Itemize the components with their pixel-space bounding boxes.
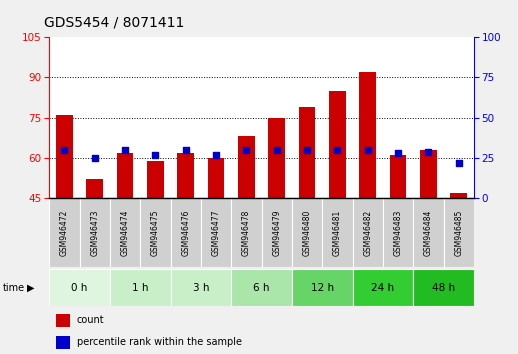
Text: GSM946483: GSM946483 bbox=[394, 210, 402, 256]
Bar bbox=[413, 269, 474, 306]
Text: GSM946479: GSM946479 bbox=[272, 210, 281, 256]
Point bbox=[212, 152, 220, 158]
Text: 0 h: 0 h bbox=[71, 282, 88, 293]
Bar bbox=[110, 269, 170, 306]
Text: 6 h: 6 h bbox=[253, 282, 270, 293]
Bar bbox=[353, 198, 383, 267]
Bar bbox=[299, 107, 315, 198]
Point bbox=[303, 147, 311, 153]
Bar bbox=[231, 269, 292, 306]
Point bbox=[182, 147, 190, 153]
Text: GSM946475: GSM946475 bbox=[151, 210, 160, 256]
Bar bbox=[292, 198, 322, 267]
Text: GSM946482: GSM946482 bbox=[363, 210, 372, 256]
Point bbox=[272, 147, 281, 153]
Bar bbox=[353, 269, 413, 306]
Bar bbox=[170, 269, 231, 306]
Point bbox=[424, 149, 433, 154]
Text: GSM946476: GSM946476 bbox=[181, 210, 190, 256]
Text: GSM946473: GSM946473 bbox=[90, 210, 99, 256]
Bar bbox=[80, 198, 110, 267]
Bar bbox=[413, 198, 443, 267]
Bar bbox=[390, 155, 407, 198]
Text: GSM946474: GSM946474 bbox=[121, 210, 130, 256]
Point bbox=[455, 160, 463, 166]
Text: GSM946481: GSM946481 bbox=[333, 210, 342, 256]
Bar bbox=[262, 198, 292, 267]
Bar bbox=[177, 153, 194, 198]
Point bbox=[333, 147, 341, 153]
Bar bbox=[231, 198, 262, 267]
Bar bbox=[359, 72, 376, 198]
Point bbox=[151, 152, 160, 158]
Bar bbox=[55, 336, 70, 349]
Text: GSM946485: GSM946485 bbox=[454, 210, 463, 256]
Bar bbox=[322, 198, 353, 267]
Bar bbox=[49, 269, 110, 306]
Text: 1 h: 1 h bbox=[132, 282, 149, 293]
Bar bbox=[208, 158, 224, 198]
Text: percentile rank within the sample: percentile rank within the sample bbox=[77, 337, 242, 348]
Bar bbox=[329, 91, 346, 198]
Text: 12 h: 12 h bbox=[311, 282, 334, 293]
Text: count: count bbox=[77, 315, 105, 325]
Bar bbox=[87, 179, 103, 198]
Bar bbox=[238, 137, 255, 198]
Bar bbox=[49, 198, 80, 267]
Point bbox=[364, 147, 372, 153]
Bar bbox=[56, 115, 73, 198]
Bar bbox=[383, 198, 413, 267]
Text: GSM946484: GSM946484 bbox=[424, 210, 433, 256]
Point bbox=[394, 150, 402, 156]
Text: GDS5454 / 8071411: GDS5454 / 8071411 bbox=[44, 16, 184, 30]
Bar bbox=[55, 314, 70, 326]
Point bbox=[91, 155, 99, 161]
Bar bbox=[443, 198, 474, 267]
Text: GSM946472: GSM946472 bbox=[60, 210, 69, 256]
Bar bbox=[147, 161, 164, 198]
Bar bbox=[140, 198, 170, 267]
Bar bbox=[268, 118, 285, 198]
Text: GSM946478: GSM946478 bbox=[242, 210, 251, 256]
Text: 48 h: 48 h bbox=[432, 282, 455, 293]
Text: 3 h: 3 h bbox=[193, 282, 209, 293]
Point bbox=[60, 147, 68, 153]
Point bbox=[242, 147, 251, 153]
Point bbox=[121, 147, 129, 153]
Text: GSM946477: GSM946477 bbox=[211, 210, 221, 256]
Bar bbox=[201, 198, 231, 267]
Bar bbox=[451, 193, 467, 198]
Bar bbox=[117, 153, 134, 198]
Bar bbox=[110, 198, 140, 267]
Bar bbox=[292, 269, 353, 306]
Bar bbox=[170, 198, 201, 267]
Bar bbox=[420, 150, 437, 198]
Text: GSM946480: GSM946480 bbox=[303, 210, 312, 256]
Text: time: time bbox=[3, 282, 25, 293]
Text: ▶: ▶ bbox=[27, 282, 34, 293]
Text: 24 h: 24 h bbox=[371, 282, 395, 293]
